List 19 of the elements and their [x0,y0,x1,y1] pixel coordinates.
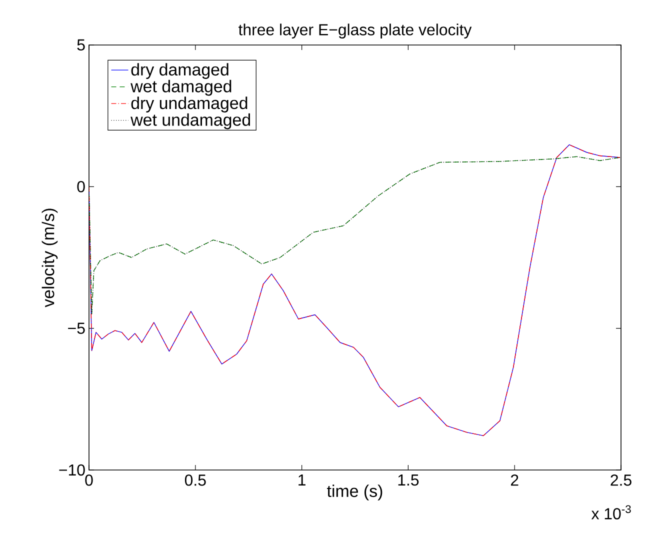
x-tick-label: 2 [510,474,518,486]
x-tick-label: 0 [85,474,93,486]
x-axis-title: time (s) [327,484,382,500]
legend-label: dry undamaged [131,96,248,112]
chart-title: three layer E−glass plate velocity [238,24,472,39]
text: x 10$^{-3}$ [591,505,631,520]
y-tick-label: 0 [77,181,85,192]
x-tick-label: 1 [298,474,306,486]
x-tick-label: 1.5 [398,474,419,486]
x-tick-label: 2.5 [610,474,632,486]
y-tick-label: 5 [77,39,85,51]
legend-label: dry damaged [131,63,228,79]
y-tick-label: −5 [68,322,85,334]
line-series [89,144,620,436]
legend-label: wet damaged [130,80,232,96]
legend-label: wet undamaged [130,113,250,130]
y-axis-title: velocity (m/s) [42,208,58,308]
x-tick-label: 0.5 [184,474,206,486]
y-tick-label: −10 [59,464,85,476]
